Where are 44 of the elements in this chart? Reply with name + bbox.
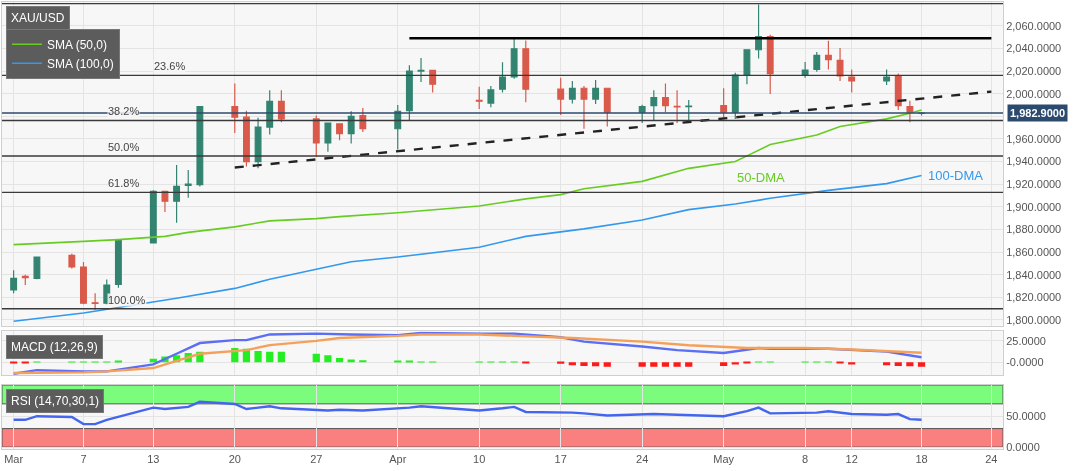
y-tick-label: 2,060.0000	[1006, 19, 1062, 32]
x-tick-label: 17	[554, 453, 567, 466]
text: XAU/USD	[11, 11, 65, 25]
y-tick-label: 1,960.0000	[1006, 132, 1062, 145]
x-tick-label: 24	[636, 453, 649, 466]
y-tick-label: 1,940.0000	[1006, 155, 1062, 168]
y-tick-label: 0.0000	[1006, 440, 1040, 453]
ref-line-label: 1,982.9000	[1010, 107, 1066, 119]
y-tick-label: 1,840.0000	[1006, 268, 1062, 281]
y-tick-label: 1,860.0000	[1006, 245, 1062, 258]
x-tick-label: 12	[845, 453, 858, 466]
x-tick-label: 7	[80, 453, 87, 466]
y-tick-label: 25.0000	[1006, 334, 1046, 347]
annotation: 23.6%	[154, 60, 186, 72]
legend-label: SMA (100,0)	[47, 57, 114, 71]
annotation: 50-DMA	[737, 170, 786, 185]
x-tick-label: 13	[147, 453, 160, 466]
x-tick-label: Apr	[389, 453, 407, 466]
y-tick-label: -0.0000	[1006, 356, 1044, 369]
text: MACD (12,26,9)	[11, 340, 98, 354]
x-tick-label: May	[713, 453, 735, 466]
y-tick-label: 1,900.0000	[1006, 200, 1062, 213]
y-tick-label: 1,820.0000	[1006, 291, 1062, 304]
x-tick-label: Mar	[4, 453, 24, 466]
annotation: 100.0%	[108, 294, 146, 306]
x-tick-label: 27	[310, 453, 323, 466]
y-tick-label: 1,880.0000	[1006, 223, 1062, 236]
x-tick-label: 18	[915, 453, 928, 466]
annotation: 61.8%	[108, 177, 140, 189]
y-tick-label: 50.0000	[1006, 410, 1046, 423]
x-tick-label: 20	[228, 453, 241, 466]
y-tick-label: 2,040.0000	[1006, 42, 1062, 55]
x-tick-label: 24	[985, 453, 998, 466]
text: RSI (14,70,30,1)	[11, 394, 100, 408]
y-tick-label: 1,920.0000	[1006, 178, 1062, 191]
annotation: 100-DMA	[928, 168, 984, 183]
y-tick-label: 1,800.0000	[1006, 313, 1062, 326]
x-tick-label: 8	[802, 453, 809, 466]
y-tick-label: 2,020.0000	[1006, 64, 1062, 77]
legend-label: SMA (50,0)	[47, 38, 108, 52]
x-tick-label: 10	[473, 453, 486, 466]
y-tick-label: 2,000.0000	[1006, 87, 1062, 100]
annotation: 50.0%	[108, 141, 140, 153]
annotation: 38.2%	[108, 105, 140, 117]
